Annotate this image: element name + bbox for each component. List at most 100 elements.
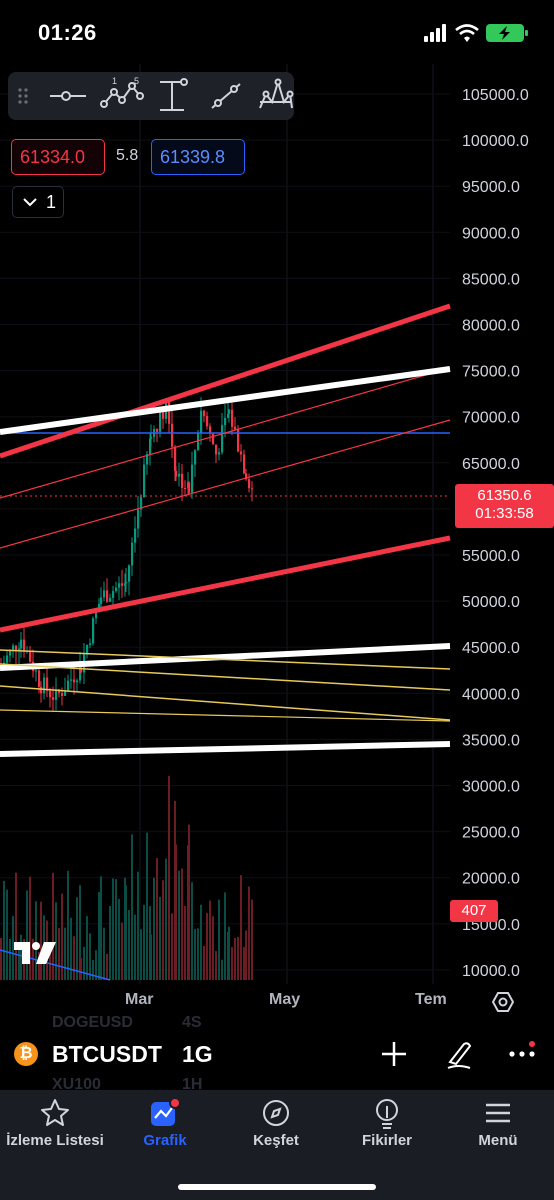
- volume-bar: [197, 928, 199, 980]
- nav-item-watchlist[interactable]: İzleme Listesi: [0, 1090, 110, 1160]
- time-label-may: May: [269, 991, 301, 1008]
- interval-selector[interactable]: 1G: [182, 1041, 213, 1067]
- volume-bar: [100, 876, 102, 980]
- candle-body: [206, 415, 209, 427]
- candle-body: [124, 583, 127, 586]
- symbol-name[interactable]: BTCUSDT: [52, 1041, 162, 1067]
- volume-bar: [98, 891, 100, 980]
- buy-price-box[interactable]: 61339.8: [151, 139, 245, 175]
- horizontal-ray-tool-icon[interactable]: [50, 91, 86, 101]
- volume-bar: [121, 922, 123, 980]
- candle-body: [52, 697, 55, 700]
- candle-body: [162, 407, 165, 419]
- volume-bar: [103, 927, 105, 980]
- price-range-tool-icon[interactable]: [160, 78, 188, 111]
- price-scale: 105000.0 100000.0 95000.0 90000.0 85000.0 800…: [462, 87, 529, 980]
- volume-bar: [218, 899, 220, 980]
- chart-settings-icon[interactable]: [491, 990, 515, 1014]
- volume-bar: [156, 858, 158, 980]
- volume-bar: [224, 892, 226, 980]
- star-icon: [41, 1099, 69, 1126]
- candle-body: [15, 645, 18, 652]
- volume-bar: [55, 902, 57, 980]
- lower-trendline-thick: [0, 535, 451, 633]
- drawings-layer: [0, 303, 451, 981]
- nav-item-chart[interactable]: Grafik: [110, 1090, 220, 1160]
- drawing-toolbar: 1 5: [8, 72, 294, 120]
- volume-bar: [200, 904, 202, 980]
- sell-price-box[interactable]: 61334.0: [11, 139, 105, 175]
- volume-bar: [83, 946, 85, 980]
- candle-body: [224, 417, 227, 426]
- volume-bar: [191, 882, 193, 980]
- trend-line-tool-icon[interactable]: [211, 83, 241, 109]
- candle-body: [9, 649, 12, 656]
- drawing-pen-icon[interactable]: [444, 1036, 474, 1072]
- collapse-indicators-button[interactable]: 1: [12, 186, 64, 218]
- volume-bar: [109, 905, 111, 980]
- candle-body: [159, 407, 162, 432]
- volume-bar: [181, 868, 183, 980]
- add-plus-icon[interactable]: [380, 1036, 408, 1072]
- volume-bar: [38, 951, 40, 980]
- volume-bar: [150, 934, 152, 980]
- volume-bar: [237, 936, 239, 980]
- candle-body: [46, 677, 49, 691]
- nav-item-explore[interactable]: Keşfet: [221, 1090, 331, 1160]
- svg-text:1: 1: [112, 76, 117, 86]
- head-shoulders-tool-icon[interactable]: [259, 78, 294, 109]
- nav-label: Grafik: [143, 1132, 187, 1149]
- candle-body: [128, 565, 131, 582]
- chart-grid: [0, 64, 450, 984]
- spread-value: 5.8: [116, 147, 139, 164]
- pattern-tool-icon[interactable]: 1 5: [100, 76, 144, 108]
- volume-bar: [73, 936, 75, 980]
- price-tick-label: 65000.0: [462, 456, 520, 473]
- nav-item-menu[interactable]: Menü: [443, 1090, 553, 1160]
- candle-body: [38, 670, 41, 687]
- more-options-icon[interactable]: [506, 1036, 538, 1072]
- status-icons: [424, 24, 528, 42]
- candle-body: [149, 438, 152, 455]
- volume-bar: [61, 893, 63, 980]
- candle-body: [228, 409, 231, 414]
- candle-body: [100, 597, 103, 604]
- drag-handle-icon[interactable]: [18, 88, 28, 104]
- candle-body: [73, 679, 76, 683]
- candle-body: [218, 452, 221, 455]
- volume-bar: [80, 958, 82, 980]
- candle-body: [125, 581, 128, 584]
- candle-body: [245, 473, 248, 480]
- candle-body: [20, 639, 23, 649]
- candle-body: [49, 690, 52, 698]
- price-tick-label: 85000.0: [462, 271, 520, 288]
- nav-label: Keşfet: [253, 1132, 299, 1149]
- candle-body: [35, 670, 38, 672]
- indicator-count: 1: [46, 192, 57, 212]
- candle-body: [43, 677, 46, 694]
- candle-body: [175, 470, 178, 477]
- volume-bar: [3, 880, 5, 980]
- candle-body: [178, 473, 181, 477]
- volume-bar: [64, 927, 66, 980]
- volume-bar: [234, 937, 236, 980]
- volume-bar: [194, 928, 196, 980]
- volume-bar: [89, 933, 91, 980]
- candle-body: [64, 691, 67, 696]
- price-tick-label: 90000.0: [462, 225, 520, 242]
- price-tick-label: 95000.0: [462, 179, 520, 196]
- volume-bar: [29, 876, 31, 980]
- volume-bar: [248, 886, 250, 980]
- candle-body: [29, 650, 32, 662]
- price-tick-label: 25000.0: [462, 825, 520, 842]
- volume-bar: [20, 934, 22, 980]
- volume-value-label: 407: [450, 900, 498, 922]
- candle-body: [197, 433, 200, 451]
- price-tick-label: 30000.0: [462, 779, 520, 796]
- volume-bar: [188, 824, 190, 980]
- price-chart[interactable]: 105000.0 100000.0 95000.0 90000.0 85000.0 800…: [0, 64, 554, 1020]
- hamburger-icon: [486, 1103, 510, 1123]
- nav-item-ideas[interactable]: Fikirler: [332, 1090, 442, 1160]
- candle-body: [209, 426, 212, 434]
- bottom-nav: İzleme Listesi Grafik Keşfet Fikirler: [0, 1090, 554, 1200]
